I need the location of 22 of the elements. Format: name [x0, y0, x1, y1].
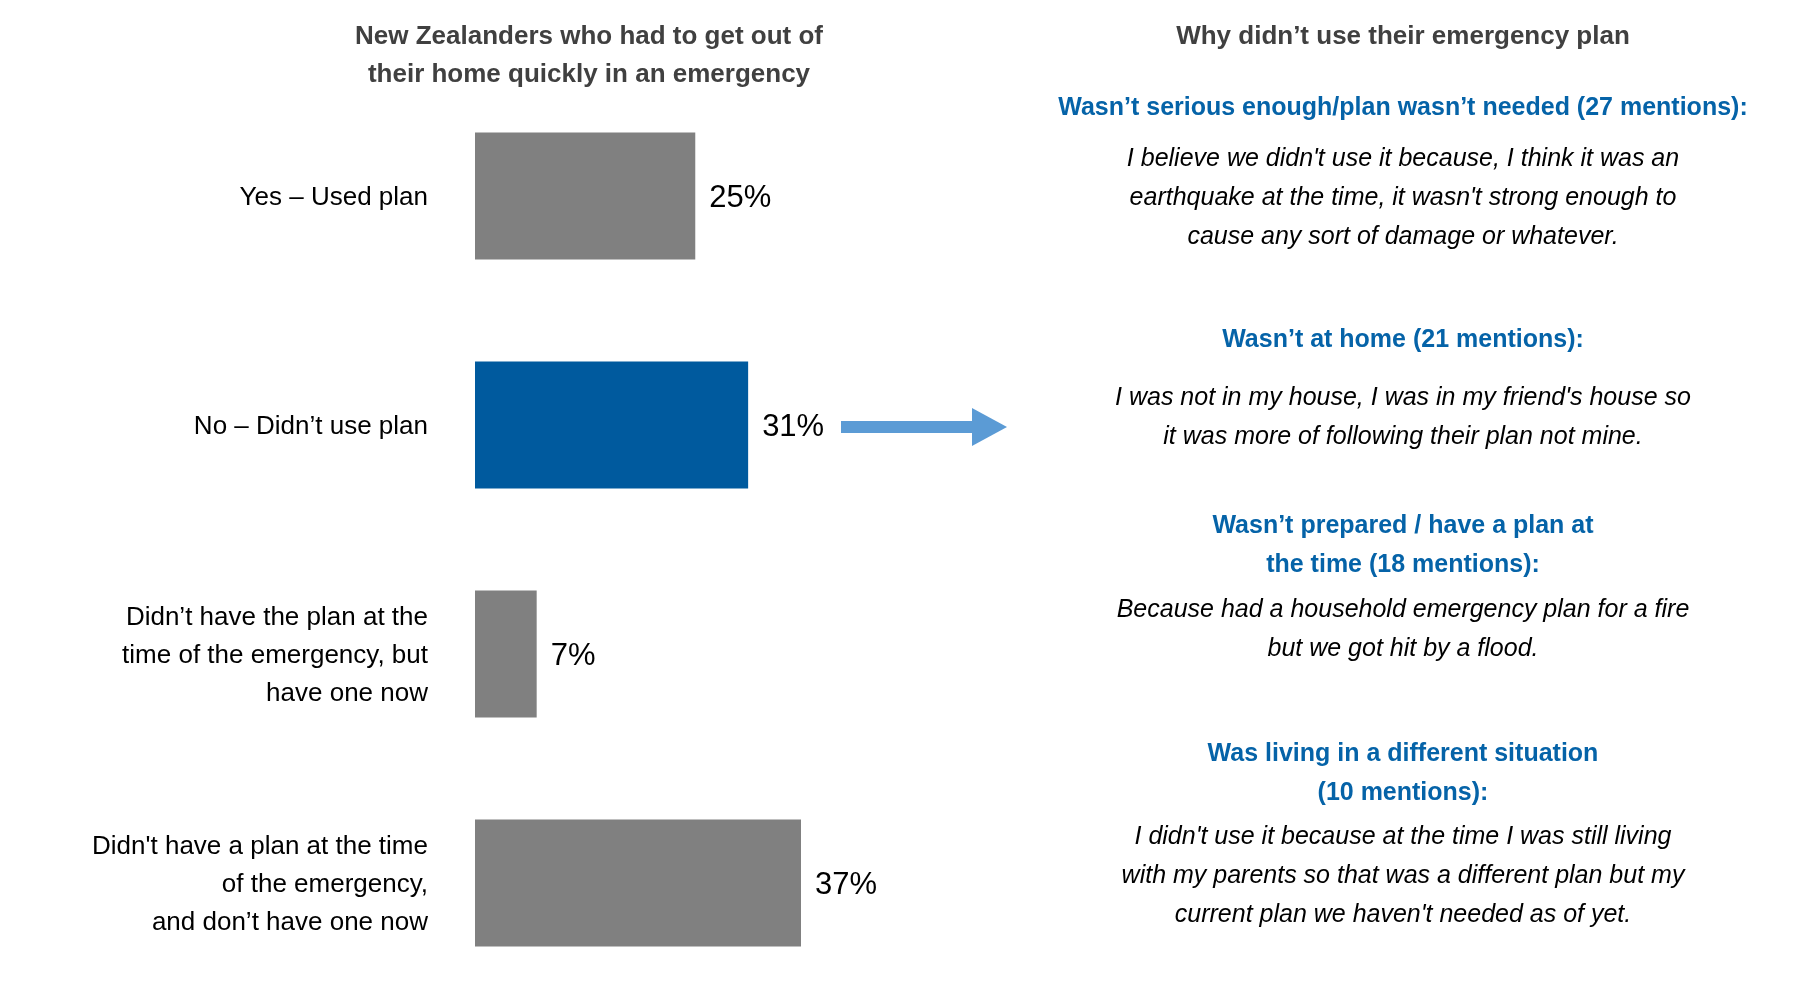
bar: [475, 132, 696, 260]
chart-title: New Zealanders who had to get out of their home quickly in an emergency: [354, 20, 824, 88]
y-tick-label: Yes – Used plan: [239, 181, 428, 211]
data-label: 7%: [550, 637, 596, 672]
y-tick-label: Didn’t have the plan at the time of the emergency, but have one now: [122, 601, 429, 707]
data-label: 25%: [709, 179, 772, 214]
bar: [475, 819, 801, 947]
data-label: 31%: [762, 408, 825, 443]
bar: [475, 361, 749, 489]
text: I didn't use it because at the time I was still living with my parents so that was a different plan but my current plan we haven't needed as of yet.: [1121, 821, 1686, 927]
text: I was not in my house, I was in my friend's house so it was more of following their plan not mine.: [1115, 382, 1692, 449]
text: Wasn’t at home (21 mentions):: [1222, 324, 1584, 352]
data-label: 37%: [815, 866, 878, 901]
text: Because had a household emergency plan for a fire but we got hit by a flood.: [1116, 594, 1690, 661]
bar: [475, 590, 537, 718]
y-tick-label: Didn't have a plan at the time of the emergency, and don’t have one now: [92, 830, 429, 936]
text: Why didn’t use their emergency plan: [1176, 20, 1630, 50]
text: Wasn’t prepared / have a plan at the time (18 mentions):: [1212, 510, 1595, 577]
text: Wasn’t serious enough/plan wasn’t needed (27 mentions):: [1058, 92, 1748, 120]
text: Was living in a different situation (10 mentions):: [1207, 738, 1599, 805]
y-tick-label: No – Didn’t use plan: [193, 410, 428, 440]
text: I believe we didn't use it because, I think it was an earthquake at the time, it wasn't strong enough to cause any sort of damage or whatever.: [1126, 143, 1680, 249]
